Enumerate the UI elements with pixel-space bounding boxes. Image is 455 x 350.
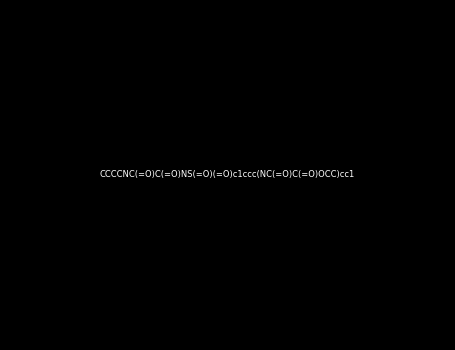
Text: CCCCNC(=O)C(=O)NS(=O)(=O)c1ccc(NC(=O)C(=O)OCC)cc1: CCCCNC(=O)C(=O)NS(=O)(=O)c1ccc(NC(=O)C(=… <box>100 170 355 180</box>
